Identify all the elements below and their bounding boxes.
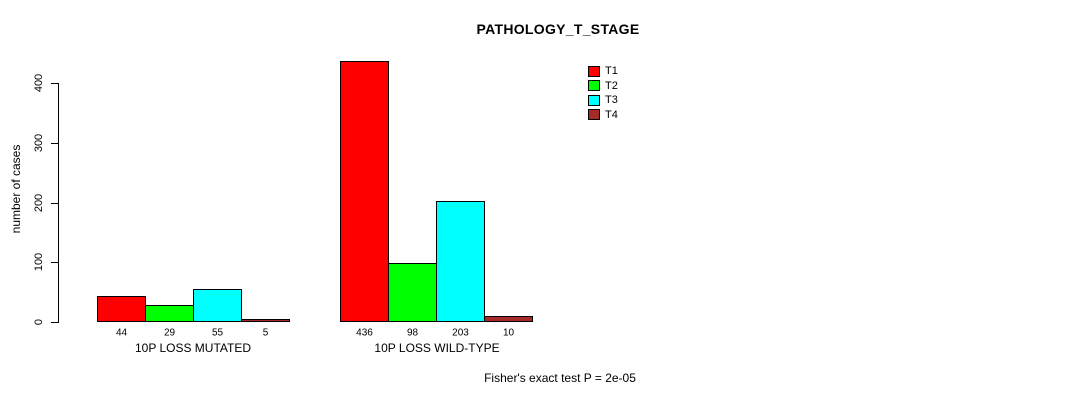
y-axis-tick-label: 200 — [33, 193, 45, 212]
annotation-text: Fisher's exact test P = 2e-05 — [484, 371, 636, 385]
legend-swatch-t2 — [588, 80, 600, 91]
bar-t4-2 — [484, 316, 533, 322]
legend-swatch-t3 — [588, 94, 600, 106]
legend-label: T3 — [605, 94, 618, 106]
legend-item-t2: T2 — [588, 79, 618, 93]
legend-swatch-t1 — [588, 65, 600, 77]
y-axis-line — [58, 83, 59, 323]
bar-value-label: 55 — [211, 327, 224, 339]
y-axis-tick — [51, 322, 58, 323]
bar-value-label: 10 — [502, 327, 515, 339]
y-axis-tick-label: 300 — [33, 133, 45, 152]
bar-t4-1 — [241, 319, 290, 322]
bar-value-label: 29 — [163, 327, 176, 339]
bar-t2-1 — [145, 305, 194, 322]
legend-item-t3: T3 — [588, 93, 618, 107]
bar-value-label: 98 — [406, 327, 419, 339]
y-axis-tick — [51, 262, 58, 264]
legend-label: T1 — [605, 65, 618, 77]
legend-swatch-t4 — [588, 109, 600, 120]
legend-label: T2 — [605, 79, 618, 92]
chart-title: PATHOLOGY_T_STAGE — [476, 21, 640, 37]
y-axis-tick-label: 0 — [33, 318, 45, 326]
bar-t3-2 — [436, 201, 485, 322]
y-axis-tick-label: 400 — [33, 73, 45, 93]
bar-value-label: 436 — [356, 327, 373, 339]
legend-item-t1: T1 — [588, 64, 618, 78]
bar-t1-2 — [340, 61, 389, 322]
bar-value-label: 44 — [115, 327, 128, 339]
y-axis-tick-label: 100 — [33, 253, 45, 272]
bar-t2-2 — [388, 263, 437, 322]
category-label: 10P LOSS WILD-TYPE — [374, 341, 500, 355]
y-axis-tick — [51, 202, 58, 204]
bar-t1-1 — [97, 296, 146, 322]
legend-item-t4: T4 — [588, 108, 618, 122]
bar-value-label: 5 — [262, 327, 269, 339]
y-axis-tick — [51, 142, 58, 144]
y-axis-tick — [51, 83, 58, 84]
y-axis-label: number of cases — [9, 144, 23, 234]
bar-t3-1 — [193, 289, 242, 322]
legend-label: T4 — [605, 108, 618, 121]
bar-value-label: 203 — [452, 327, 469, 339]
category-label: 10P LOSS MUTATED — [134, 341, 252, 355]
